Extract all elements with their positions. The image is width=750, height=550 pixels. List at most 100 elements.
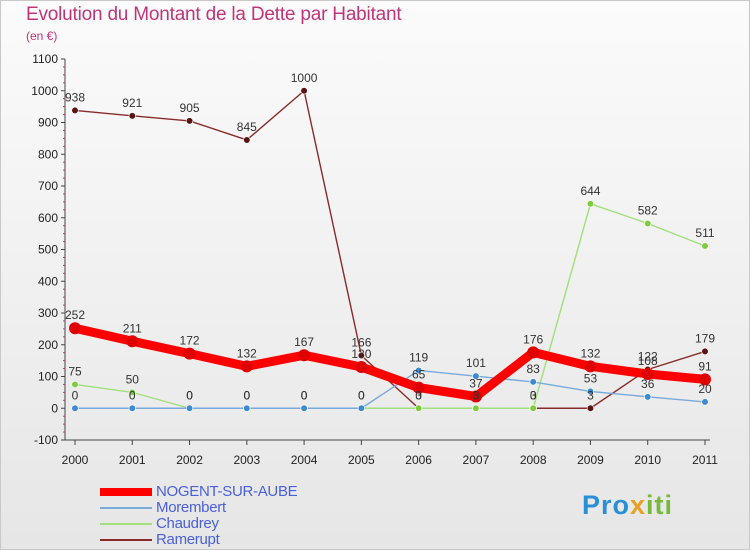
- data-point[interactable]: [701, 242, 709, 250]
- data-point[interactable]: [243, 136, 251, 144]
- data-point[interactable]: [128, 388, 136, 396]
- data-point[interactable]: [71, 106, 79, 115]
- data-point[interactable]: [529, 404, 537, 412]
- data-label: 0: [358, 388, 365, 402]
- data-point[interactable]: [586, 404, 595, 412]
- data-label: 36: [641, 377, 655, 391]
- data-point[interactable]: [586, 387, 595, 396]
- legend-swatch-morembert: [100, 507, 152, 509]
- data-point[interactable]: [71, 380, 79, 389]
- data-label: 0: [243, 388, 250, 402]
- data-label: 20: [698, 382, 712, 396]
- data-label: 0: [473, 388, 480, 402]
- series-lines: [70, 90, 710, 409]
- data-label: 0: [415, 388, 422, 402]
- data-label: 3: [587, 388, 594, 402]
- data-label: 644: [580, 184, 600, 198]
- legend-swatch-chaudrey: [100, 523, 152, 525]
- data-point[interactable]: [584, 360, 597, 373]
- data-label: 101: [466, 356, 486, 370]
- proxiti-logo: Proxiti: [582, 490, 674, 520]
- data-point[interactable]: [126, 335, 139, 348]
- legend-label-nogent: NOGENT-SUR-AUBE: [156, 483, 298, 500]
- data-label: 3: [473, 388, 480, 402]
- series-line-morembert: [74, 369, 706, 409]
- y-tick-label: 700: [38, 179, 58, 193]
- legend-label-chaudrey: Chaudrey: [156, 515, 219, 532]
- data-label: 83: [527, 362, 541, 376]
- series-line-nogent-sur-aube: [70, 323, 710, 402]
- data-point[interactable]: [298, 349, 311, 362]
- data-label: 108: [638, 354, 658, 368]
- data-point[interactable]: [472, 372, 480, 380]
- data-label: 132: [580, 346, 600, 360]
- series-labels: 252 211 172 132 167 130 65 37 176 132 108 91 0 0 0 0 0 0 1…: [65, 71, 715, 403]
- data-point[interactable]: [357, 351, 365, 360]
- y-tick-label: 500: [38, 243, 58, 257]
- data-point[interactable]: [128, 404, 136, 412]
- data-label: 65: [412, 368, 426, 382]
- data-label: 0: [301, 388, 308, 402]
- legend-swatch-ramerupt: [100, 539, 152, 541]
- data-label: 75: [68, 364, 82, 378]
- data-label: 938: [65, 90, 85, 104]
- y-tick-label: 400: [38, 274, 58, 288]
- y-tick-label: 1100: [32, 52, 58, 66]
- data-label: 3: [530, 388, 537, 402]
- data-point[interactable]: [415, 366, 423, 375]
- data-label: 0: [358, 388, 365, 402]
- data-point[interactable]: [412, 381, 425, 394]
- data-point[interactable]: [469, 390, 482, 403]
- x-tick-label: 2003: [233, 453, 260, 467]
- data-point[interactable]: [586, 200, 595, 208]
- series-points: [69, 87, 711, 412]
- data-point[interactable]: [355, 360, 368, 373]
- data-point[interactable]: [128, 112, 136, 120]
- data-point[interactable]: [183, 347, 196, 360]
- data-label: 252: [65, 308, 85, 322]
- data-point[interactable]: [529, 378, 537, 386]
- data-point[interactable]: [472, 404, 480, 412]
- data-label: 132: [237, 346, 257, 360]
- chart-subtitle: (en €): [26, 29, 58, 43]
- data-label: 211: [123, 321, 142, 335]
- data-point[interactable]: [527, 346, 540, 359]
- data-point[interactable]: [701, 347, 709, 356]
- data-label: 0: [186, 388, 193, 402]
- y-tick-label: 300: [38, 306, 58, 320]
- y-tick-label: 800: [38, 147, 58, 161]
- data-point[interactable]: [644, 393, 652, 401]
- data-point[interactable]: [699, 373, 711, 386]
- x-tick-label: 2008: [520, 453, 547, 467]
- x-tick-label: 2005: [348, 453, 375, 467]
- data-point[interactable]: [243, 404, 251, 412]
- data-label: 167: [294, 335, 314, 349]
- data-point[interactable]: [300, 87, 308, 95]
- data-point[interactable]: [71, 404, 79, 412]
- data-label: 0: [530, 388, 537, 402]
- data-point[interactable]: [641, 367, 654, 380]
- data-label: 130: [351, 347, 371, 361]
- series-line-chaudrey: [74, 203, 706, 409]
- data-point[interactable]: [300, 404, 308, 412]
- data-label: 0: [301, 388, 308, 402]
- data-label: 0: [72, 388, 79, 402]
- x-tick-label: 2001: [119, 453, 146, 467]
- data-point[interactable]: [185, 404, 194, 412]
- data-point[interactable]: [357, 404, 365, 412]
- data-point[interactable]: [240, 360, 253, 373]
- x-tick-label: 2011: [692, 453, 718, 467]
- x-tick-label: 2000: [62, 453, 89, 467]
- data-point[interactable]: [415, 404, 423, 412]
- x-tick-label: 2009: [577, 453, 604, 467]
- legend-label-ramerupt: Ramerupt: [156, 531, 220, 548]
- y-tick-label: 900: [38, 116, 58, 130]
- data-label: 3: [415, 388, 422, 402]
- data-point[interactable]: [701, 398, 709, 406]
- data-label: 582: [638, 203, 658, 217]
- x-tick-label: 2002: [176, 453, 203, 467]
- data-point[interactable]: [644, 219, 652, 228]
- data-point[interactable]: [69, 322, 81, 335]
- data-point[interactable]: [185, 117, 194, 125]
